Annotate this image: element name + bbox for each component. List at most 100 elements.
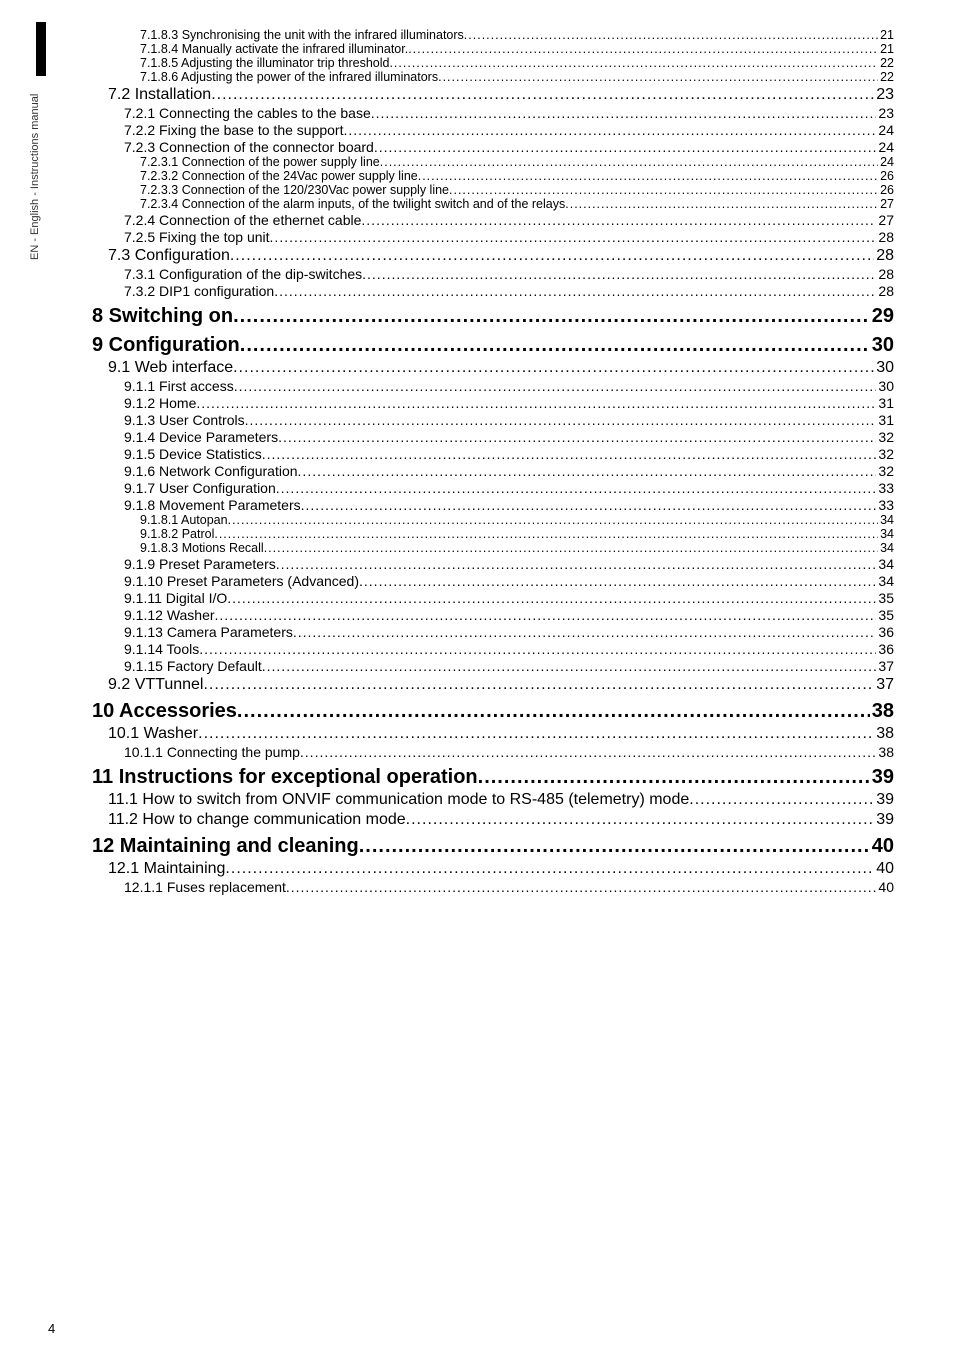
toc-entry: 7.2.4 Connection of the ethernet cable27 xyxy=(92,212,894,228)
toc-entry-page: 36 xyxy=(876,624,894,640)
toc-entry: 9.1.15 Factory Default 37 xyxy=(92,658,894,674)
toc-entry-label: 7.2.4 Connection of the ethernet cable xyxy=(124,212,361,228)
toc-entry: 12.1 Maintaining 40 xyxy=(92,860,894,878)
toc-entry-page: 34 xyxy=(878,541,894,555)
toc-entry-page: 40 xyxy=(874,860,894,878)
toc-entry-label: 7.3.2 DIP1 configuration xyxy=(124,283,274,299)
toc-entry-page: 21 xyxy=(878,28,894,42)
toc-entry-label: 10 Accessories xyxy=(92,700,237,723)
toc-entry: 7.2.3.4 Connection of the alarm inputs, … xyxy=(92,197,894,211)
toc-leader-dots xyxy=(203,676,874,694)
toc-entry-label: 11.2 How to change communication mode xyxy=(108,811,406,829)
toc-leader-dots xyxy=(418,169,878,183)
toc-leader-dots xyxy=(293,624,877,640)
toc-entry-page: 40 xyxy=(876,879,894,895)
toc-leader-dots xyxy=(211,86,874,104)
toc-leader-dots xyxy=(371,105,877,121)
toc-entry-page: 30 xyxy=(870,334,894,357)
toc-entry-page: 34 xyxy=(876,573,894,589)
toc-entry-label: 9.1.9 Preset Parameters xyxy=(124,556,276,572)
toc-entry-label: 11 Instructions for exceptional operatio… xyxy=(92,766,478,789)
toc-entry-page: 37 xyxy=(876,658,894,674)
toc-entry-page: 23 xyxy=(874,86,894,104)
toc-leader-dots xyxy=(228,513,879,527)
toc-entry-label: 7.3.1 Configuration of the dip-switches xyxy=(124,266,362,282)
toc-entry-label: 7.2.3.4 Connection of the alarm inputs, … xyxy=(140,197,565,211)
toc-leader-dots xyxy=(374,139,877,155)
toc-entry: 9.1.4 Device Parameters32 xyxy=(92,429,894,445)
toc-entry-page: 30 xyxy=(876,378,894,394)
toc-entry: 9.1.1 First access30 xyxy=(92,378,894,394)
toc-entry-page: 23 xyxy=(876,105,894,121)
toc-entry-page: 28 xyxy=(876,229,894,245)
toc-entry-label: 7.2.1 Connecting the cables to the base xyxy=(124,105,371,121)
toc-entry-page: 21 xyxy=(878,42,894,56)
toc-entry: 9.1.8.3 Motions Recall34 xyxy=(92,541,894,555)
toc-leader-dots xyxy=(240,334,870,357)
toc-entry-label: 9.1 Web interface xyxy=(108,359,233,377)
toc-entry-label: 9.1.3 User Controls xyxy=(124,412,245,428)
toc-entry-page: 31 xyxy=(876,412,894,428)
toc-entry-label: 7.1.8.6 Adjusting the power of the infra… xyxy=(140,70,438,84)
toc-entry-page: 28 xyxy=(874,247,894,265)
toc-leader-dots xyxy=(225,860,874,878)
toc-entry-page: 22 xyxy=(878,56,894,70)
side-tab-marker xyxy=(36,22,46,76)
toc-leader-dots xyxy=(215,607,877,623)
toc-entry: 8 Switching on 29 xyxy=(92,305,894,328)
toc-entry-label: 9.1.15 Factory Default xyxy=(124,658,262,674)
toc-entry-page: 32 xyxy=(876,446,894,462)
toc-entry: 9.1 Web interface 30 xyxy=(92,359,894,377)
toc-leader-dots xyxy=(565,197,878,211)
toc-entry: 9 Configuration 30 xyxy=(92,334,894,357)
toc-entry: 11 Instructions for exceptional operatio… xyxy=(92,766,894,789)
toc-entry-label: 9.1.8 Movement Parameters xyxy=(124,497,301,513)
toc-entry: 9.1.10 Preset Parameters (Advanced)34 xyxy=(92,573,894,589)
toc-leader-dots xyxy=(230,247,874,265)
toc-entry-page: 32 xyxy=(876,429,894,445)
toc-leader-dots xyxy=(343,122,876,138)
toc-leader-dots xyxy=(449,183,878,197)
toc-entry-page: 30 xyxy=(874,359,894,377)
toc-entry-label: 12.1 Maintaining xyxy=(108,860,225,878)
toc-entry-page: 28 xyxy=(876,283,894,299)
toc-entry-page: 32 xyxy=(876,463,894,479)
toc-leader-dots xyxy=(301,497,877,513)
toc-entry: 9.1.14 Tools36 xyxy=(92,641,894,657)
toc-entry: 12.1.1 Fuses replacement40 xyxy=(92,879,894,895)
toc-entry: 7.2.1 Connecting the cables to the base 2… xyxy=(92,105,894,121)
toc-entry: 9.1.2 Home31 xyxy=(92,395,894,411)
toc-leader-dots xyxy=(689,791,874,809)
toc-entry-label: 7.3 Configuration xyxy=(108,247,230,265)
toc-entry-page: 36 xyxy=(876,641,894,657)
toc-entry-page: 34 xyxy=(878,513,894,527)
toc-entry-page: 38 xyxy=(874,725,894,743)
toc-entry: 7.1.8.4 Manually activate the infrared i… xyxy=(92,42,894,56)
toc-leader-dots xyxy=(270,229,877,245)
toc-leader-dots xyxy=(196,395,876,411)
toc-entry: 10.1.1 Connecting the pump38 xyxy=(92,744,894,760)
toc-entry-page: 31 xyxy=(876,395,894,411)
toc-leader-dots xyxy=(245,412,877,428)
toc-entry-page: 34 xyxy=(876,556,894,572)
toc-leader-dots xyxy=(237,700,870,723)
toc-entry-page: 37 xyxy=(874,676,894,694)
toc-entry: 7.3.2 DIP1 configuration 28 xyxy=(92,283,894,299)
toc-entry: 9.1.3 User Controls 31 xyxy=(92,412,894,428)
toc-entry-label: 9.2 VTTunnel xyxy=(108,676,203,694)
toc-leader-dots xyxy=(408,42,878,56)
toc-entry-page: 26 xyxy=(878,169,894,183)
toc-leader-dots xyxy=(286,879,877,895)
toc-entry: 9.1.13 Camera Parameters36 xyxy=(92,624,894,640)
toc-leader-dots xyxy=(406,811,875,829)
toc-leader-dots xyxy=(214,527,878,541)
toc-entry: 7.2.3.2 Connection of the 24Vac power su… xyxy=(92,169,894,183)
toc-entry-page: 33 xyxy=(876,480,894,496)
toc-entry: 9.1.7 User Configuration33 xyxy=(92,480,894,496)
toc-leader-dots xyxy=(464,28,878,42)
toc-entry-page: 24 xyxy=(876,122,894,138)
toc-leader-dots xyxy=(262,446,877,462)
toc-entry-page: 33 xyxy=(876,497,894,513)
toc-entry: 9.1.8.2 Patrol34 xyxy=(92,527,894,541)
toc-entry-page: 40 xyxy=(870,835,894,858)
